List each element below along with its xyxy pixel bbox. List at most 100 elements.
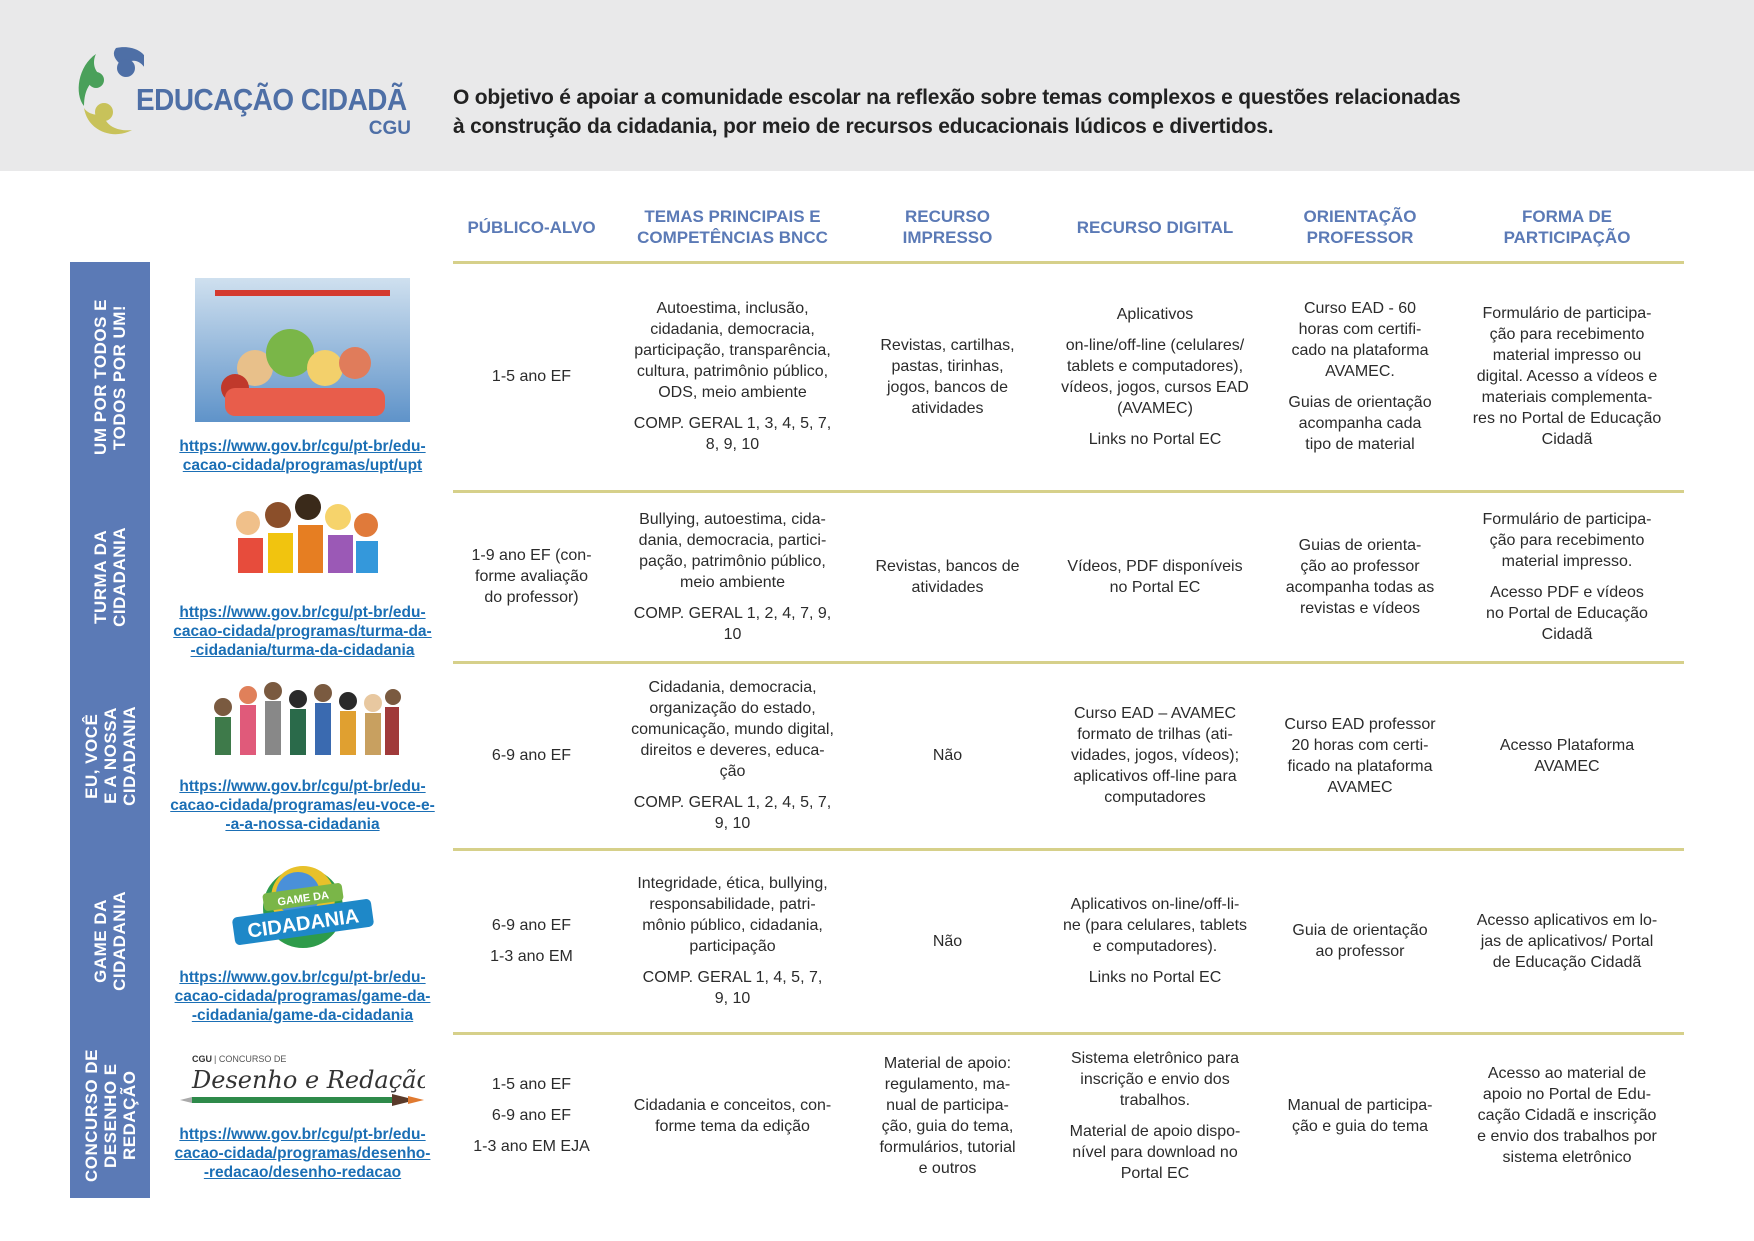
temas-text: Integridade, ética, bullying, responsabi… [637,875,828,955]
cell-impresso: Revistas, cartilhas, pastas, tirinhas, j… [855,262,1040,491]
intro-text: O objetivo é apoiar a comunidade escolar… [453,86,1461,138]
educacao-cidada-logo: EDUCAÇÃO CIDADÃ CGU [74,44,419,144]
svg-text:Desenho e Redação: Desenho e Redação [191,1066,425,1094]
cell-publico: 6-9 ano EF [453,662,610,849]
cell-publico: 1-9 ano EF (con- forme avaliação do prof… [453,491,610,662]
cell-digital: Aplicativos on-line/off-line (celulares/ … [1040,262,1270,491]
turma-da-cidadania-characters-image [218,493,388,593]
cell-temas: Integridade, ética, bullying, responsabi… [610,849,855,1033]
program-label-cell: GAME DA CIDADANIA [70,849,150,1033]
program-link[interactable]: https://www.gov.br/cgu/pt-br/edu- cacao-… [174,1125,431,1181]
cell-digital: Sistema eletrônico para inscrição e envi… [1040,1033,1270,1198]
program-link[interactable]: https://www.gov.br/cgu/pt-br/edu- cacao-… [179,438,426,474]
digital-text: Links no Portal EC [1088,430,1222,448]
header-banner: EDUCAÇÃO CIDADÃ CGU O objetivo é apoiar … [0,0,1754,171]
game-da-cidadania-logo-image: GAME DA CIDADANIA [228,858,378,958]
forma-text: Formulário de participa- ção para recebi… [1482,510,1652,570]
orientacao-text: Curso EAD - 60 horas com certifi- cado n… [1291,300,1429,380]
cell-digital: Vídeos, PDF disponíveis no Portal EC [1040,491,1270,662]
column-header-impresso: RECURSO IMPRESSO [902,207,993,247]
forma-text: Formulário de participa- ção para recebi… [1472,305,1662,448]
temas-text: Autoestima, inclusão, cidadania, democra… [634,300,831,401]
program-name: GAME DA CIDADANIA [91,891,129,991]
temas-text: COMP. GERAL 1, 2, 4, 7, 9, 10 [633,604,832,643]
publico-text: 6-9 ano EF [491,917,572,934]
program-media-cell: CGU | CONCURSO DE Desenho e Redação https:/… [155,1033,450,1198]
digital-text: on-line/off-line (celulares/ tablets e c… [1061,336,1249,417]
program-label-cell: UM POR TODOS E TODOS POR UM! [70,262,150,491]
program-name: EU, VOCÊ E A NOSSA CIDADANIA [81,705,139,806]
cell-temas: Cidadania, democracia, organização do es… [610,662,855,849]
program-link[interactable]: https://www.gov.br/cgu/pt-br/edu- cacao-… [174,968,431,1024]
row-divider [453,661,1684,664]
column-header-digital: RECURSO DIGITAL [1076,217,1234,237]
row-divider [453,848,1684,851]
digital-text: Aplicativos [1116,305,1194,323]
orientacao-text: Guias de orientação acompanha cada tipo … [1288,394,1432,453]
column-header-forma: FORMA DE PARTICIPAÇÃO [1503,207,1631,247]
column-header-orientacao: ORIENTAÇÃO PROFESSOR [1303,207,1417,247]
um-por-todos-cover-image [195,278,410,427]
program-link[interactable]: https://www.gov.br/cgu/pt-br/edu- cacao-… [173,604,432,659]
program-label-cell: EU, VOCÊ E A NOSSA CIDADANIA [70,662,150,849]
cell-orientacao: Curso EAD professor 20 horas com certi- … [1270,662,1450,849]
cell-forma: Acesso Plataforma AVAMEC [1450,662,1684,849]
cell-forma: Formulário de participa- ção para recebi… [1450,491,1684,662]
cell-impresso: Material de apoio: regulamento, ma- nual… [855,1033,1040,1198]
digital-text: Curso EAD – AVAMEC formato de trilhas (a… [1070,705,1240,806]
cell-orientacao: Guias de orienta- ção ao professor acomp… [1270,491,1450,662]
column-header-temas: TEMAS PRINCIPAIS E COMPETÊNCIAS BNCC [637,207,828,247]
svg-text:CGU: CGU [192,1054,212,1064]
logo-title: EDUCAÇÃO CIDADÃ [136,82,407,117]
publico-text: 1-5 ano EF [491,368,572,385]
publico-text: 1-5 ano EF [491,1076,572,1093]
cell-publico: 6-9 ano EF 1-3 ano EM [453,849,610,1033]
program-name: CONCURSO DE DESENHO E REDAÇÃO [81,1048,139,1182]
impresso-text: Não [932,932,963,950]
temas-text: Bullying, autoestima, cida- dania, democ… [638,510,827,591]
program-media-cell: https://www.gov.br/cgu/pt-br/edu- cacao-… [155,491,450,662]
temas-text: COMP. GERAL 1, 2, 4, 5, 7, 9, 10 [633,794,832,832]
program-name: TURMA DA CIDADANIA [91,526,129,627]
impresso-text: Material de apoio: regulamento, ma- nual… [879,1054,1016,1177]
publico-text: 6-9 ano EF [491,747,572,764]
digital-text: Links no Portal EC [1088,969,1222,986]
cell-orientacao: Guia de orientação ao professor [1270,849,1450,1033]
cell-temas: Autoestima, inclusão, cidadania, democra… [610,262,855,491]
forma-text: Acesso ao material de apoio no Portal de… [1477,1065,1657,1166]
orientacao-text: Guias de orienta- ção ao professor acomp… [1285,536,1435,617]
program-media-cell: https://www.gov.br/cgu/pt-br/edu- cacao-… [155,262,450,491]
cell-impresso: Revistas, bancos de atividades [855,491,1040,662]
row-divider [453,490,1684,493]
forma-text: Acesso aplicativos em lo- jas de aplicat… [1476,911,1658,971]
program-media-cell: https://www.gov.br/cgu/pt-br/edu- cacao-… [155,662,450,849]
program-name: UM POR TODOS E TODOS POR UM! [91,298,129,455]
digital-text: Sistema eletrônico para inscrição e envi… [1070,1049,1240,1109]
cell-digital: Aplicativos on-line/off-li- ne (para cel… [1040,849,1270,1033]
cell-impresso: Não [855,662,1040,849]
temas-text: Cidadania, democracia, organização do es… [631,679,834,780]
cell-publico: 1-5 ano EF 6-9 ano EF 1-3 ano EM EJA [453,1033,610,1198]
temas-text: Cidadania e conceitos, con- forme tema d… [633,1096,832,1135]
digital-text: Aplicativos on-line/off-li- ne (para cel… [1062,896,1248,955]
publico-text: 1-3 ano EM [490,948,573,965]
impresso-text: Não [932,747,963,764]
header-divider [453,261,1684,264]
orientacao-text: Curso EAD professor 20 horas com certi- … [1284,715,1436,796]
temas-text: COMP. GERAL 1, 4, 5, 7, 9, 10 [642,969,823,1007]
cell-publico: 1-5 ano EF [453,262,610,491]
publico-text: 1-3 ano EM EJA [473,1138,590,1155]
program-link[interactable]: https://www.gov.br/cgu/pt-br/edu- cacao-… [170,778,435,833]
cell-forma: Acesso aplicativos em lo- jas de aplicat… [1450,849,1684,1033]
orientacao-text: Guia de orientação ao professor [1292,922,1428,960]
impresso-text: Revistas, bancos de atividades [875,557,1020,596]
temas-text: COMP. GERAL 1, 3, 4, 5, 7, 8, 9, 10 [633,415,832,453]
svg-text:| CONCURSO DE: | CONCURSO DE [214,1054,286,1064]
cell-impresso: Não [855,849,1040,1033]
program-label-cell: TURMA DA CIDADANIA [70,491,150,662]
cell-digital: Curso EAD – AVAMEC formato de trilhas (a… [1040,662,1270,849]
cell-orientacao: Manual de participa- ção e guia do tema [1270,1033,1450,1198]
impresso-text: Revistas, cartilhas, pastas, tirinhas, j… [880,336,1015,417]
cell-forma: Acesso ao material de apoio no Portal de… [1450,1033,1684,1198]
publico-text: 6-9 ano EF [491,1107,572,1124]
